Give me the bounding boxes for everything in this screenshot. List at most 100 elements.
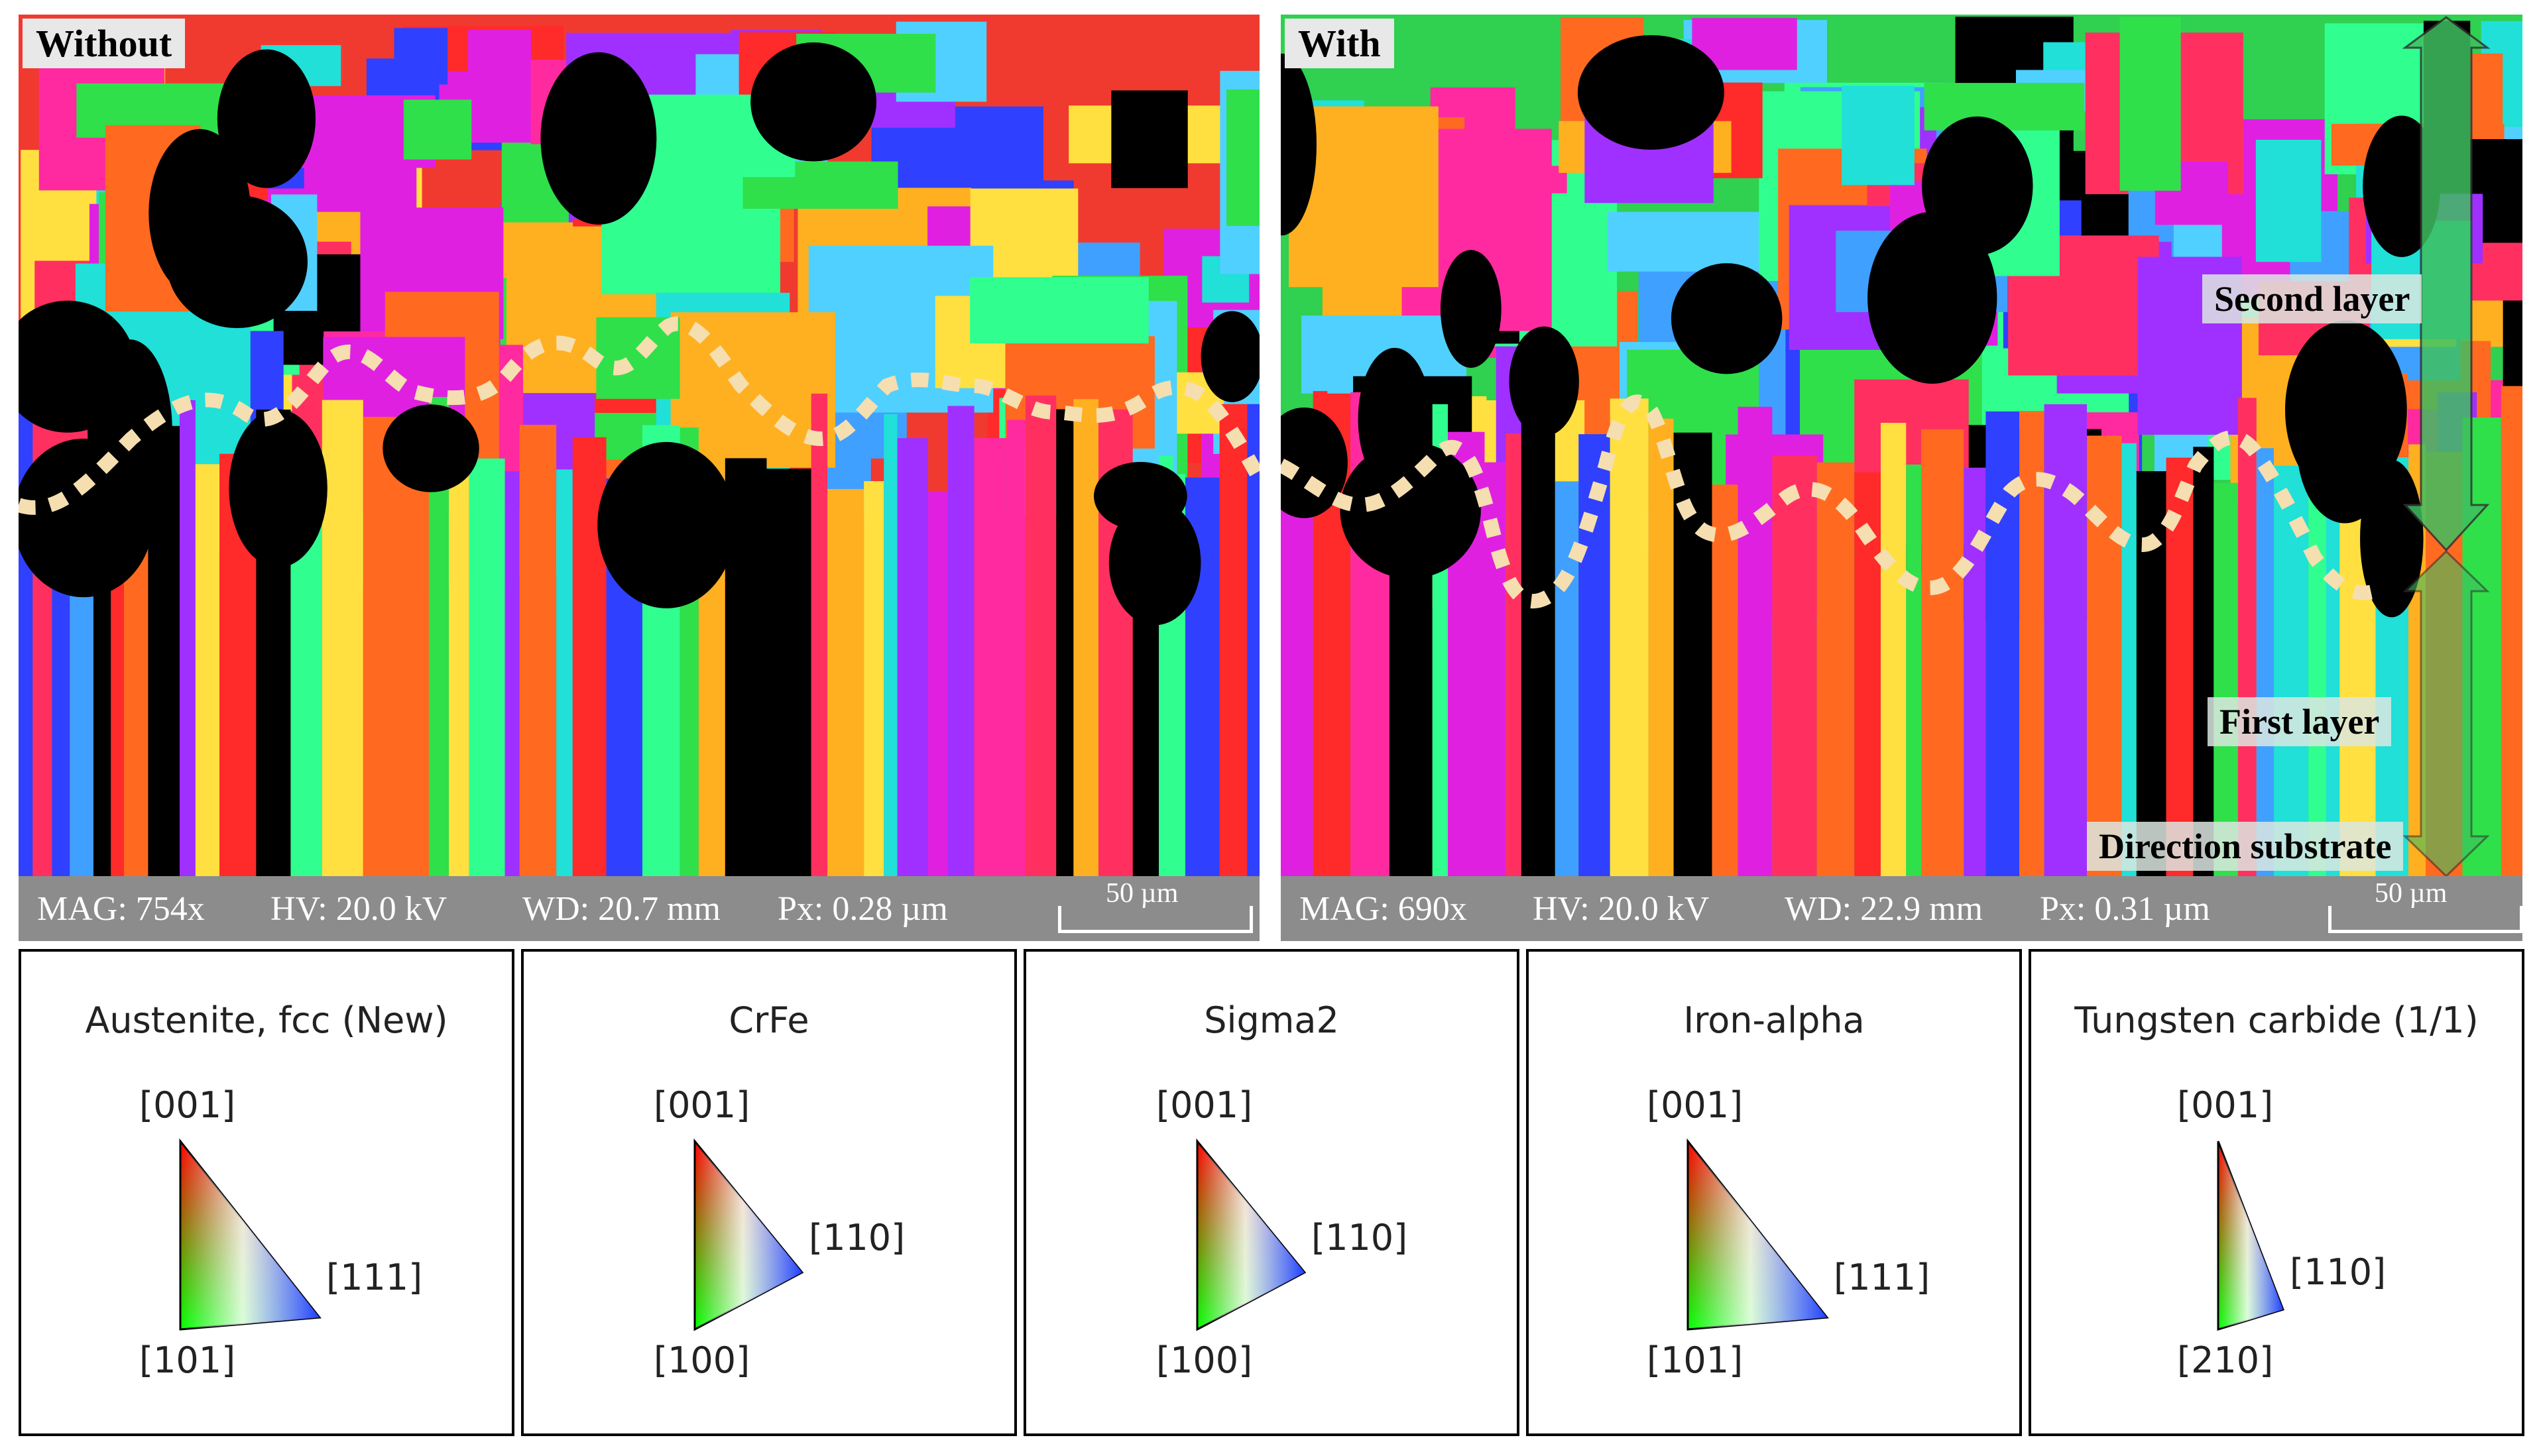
columnar-grain bbox=[1521, 390, 1555, 876]
scale-bar bbox=[1058, 906, 1253, 933]
columnar-grain bbox=[407, 471, 430, 876]
miller-index-right: [111] bbox=[326, 1257, 423, 1298]
with-tag: With bbox=[1285, 19, 1394, 68]
sem-info-bar-without: MAG: 754x HV: 20.0 kV WD: 20.7 mm Px: 0.… bbox=[19, 876, 1260, 941]
columnar-grain bbox=[1738, 406, 1773, 876]
ebsd-map-with bbox=[1281, 15, 2522, 878]
miller-index-bottom: [101] bbox=[1647, 1339, 1743, 1381]
unindexed-region bbox=[1093, 461, 1187, 531]
unindexed-region bbox=[597, 441, 736, 608]
ipf-legend-3: Sigma2 [001] [110] [100] bbox=[1024, 949, 1519, 1436]
columnar-grain bbox=[1219, 404, 1248, 876]
unindexed-region bbox=[1340, 442, 1481, 579]
columnar-grain bbox=[469, 458, 505, 876]
grain bbox=[403, 99, 472, 160]
columnar-grain bbox=[1506, 433, 1521, 876]
columnar-grain bbox=[2193, 447, 2214, 876]
columnar-grain bbox=[1772, 455, 1817, 876]
wd-readout: WD: 22.9 mm bbox=[1785, 889, 1983, 928]
miller-index-top: [001] bbox=[2177, 1084, 2274, 1126]
columnar-grain bbox=[766, 469, 811, 876]
columnar-grain bbox=[1673, 432, 1712, 876]
unindexed-region bbox=[1867, 211, 1997, 384]
columnar-grain bbox=[2501, 386, 2522, 876]
grain bbox=[1111, 90, 1188, 188]
px-readout: Px: 0.31 µm bbox=[2040, 889, 2210, 928]
grain bbox=[1607, 211, 1771, 272]
miller-index-top: [001] bbox=[654, 1084, 750, 1126]
miller-index-bottom: [101] bbox=[139, 1339, 236, 1381]
legend-title: Sigma2 bbox=[1204, 999, 1339, 1041]
grain bbox=[394, 28, 448, 85]
columnar-grain bbox=[2214, 482, 2238, 876]
scale-bar bbox=[2328, 906, 2522, 933]
columnar-grain bbox=[864, 481, 884, 876]
mag-readout: MAG: 754x bbox=[37, 889, 205, 928]
columnar-grain bbox=[811, 393, 828, 876]
unindexed-region bbox=[750, 42, 877, 162]
columnar-grain bbox=[1281, 456, 1313, 876]
miller-index-bottom: [100] bbox=[654, 1339, 750, 1381]
second-layer-label: Second layer bbox=[2202, 274, 2422, 323]
ipf-legend-5: Tungsten carbide (1/1) [001] [110] [210] bbox=[2029, 949, 2524, 1436]
columnar-grain bbox=[449, 448, 469, 876]
miller-index-top: [001] bbox=[139, 1084, 236, 1126]
unindexed-region bbox=[2360, 459, 2424, 618]
unindexed-region bbox=[229, 409, 327, 568]
grain bbox=[1924, 83, 2085, 131]
scale-label: 50 µm bbox=[2375, 878, 2448, 909]
ipf-legend-1: Austenite, fcc (New) [001] [111] [101] bbox=[19, 949, 514, 1436]
ipf-triangle bbox=[1686, 1138, 1829, 1331]
miller-index-right: [110] bbox=[2290, 1251, 2387, 1293]
columnar-grain bbox=[1921, 429, 1964, 876]
unindexed-region bbox=[1577, 35, 1724, 150]
ipf-legend-2: CrFe [001] [110] [100] bbox=[521, 949, 1017, 1436]
columnar-grain bbox=[195, 465, 220, 876]
unindexed-region bbox=[540, 52, 657, 225]
columnar-grain bbox=[1555, 481, 1579, 876]
ipf-triangle bbox=[179, 1138, 322, 1331]
miller-index-bottom: [100] bbox=[1156, 1339, 1253, 1381]
first-layer-label: First layer bbox=[2208, 697, 2392, 746]
columnar-grain bbox=[884, 414, 898, 876]
columnar-grain bbox=[1247, 404, 1260, 876]
ebsd-map-without bbox=[19, 15, 1260, 876]
ipf-triangle bbox=[2217, 1141, 2284, 1331]
columnar-grain bbox=[1712, 484, 1738, 876]
unindexed-region bbox=[2284, 320, 2407, 500]
columnar-grain bbox=[827, 488, 864, 876]
micrograph-with: With Second layer First layer Direction … bbox=[1281, 15, 2522, 941]
legend-title: Austenite, fcc (New) bbox=[85, 999, 448, 1041]
columnar-grain bbox=[1610, 398, 1649, 876]
columnar-grain bbox=[1025, 395, 1057, 876]
unindexed-region bbox=[166, 195, 308, 329]
unindexed-region bbox=[1281, 407, 1348, 518]
grain bbox=[2119, 17, 2181, 191]
columnar-grain bbox=[1906, 464, 1922, 876]
columnar-grain bbox=[2121, 443, 2137, 876]
direction-substrate-label: Direction substrate bbox=[2087, 822, 2404, 871]
miller-index-top: [001] bbox=[1647, 1084, 1743, 1126]
columnar-grain bbox=[1964, 467, 1986, 876]
unindexed-region bbox=[1201, 311, 1260, 402]
wd-readout: WD: 20.7 mm bbox=[522, 889, 721, 928]
hv-readout: HV: 20.0 kV bbox=[270, 889, 447, 928]
grain bbox=[1842, 85, 1915, 186]
columnar-grain bbox=[2136, 471, 2166, 876]
miller-index-right: [111] bbox=[1834, 1257, 1930, 1298]
micrograph-without: Without MAG: 754x HV: 20.0 kV WD: 20.7 m… bbox=[19, 15, 1260, 941]
hv-readout: HV: 20.0 kV bbox=[1533, 889, 1710, 928]
grain bbox=[970, 277, 1149, 344]
columnar-grain bbox=[1648, 418, 1674, 876]
unindexed-region bbox=[1281, 53, 1317, 236]
grain bbox=[467, 30, 532, 84]
legend-title: Tungsten carbide (1/1) bbox=[2074, 999, 2479, 1041]
sem-info-bar-with: MAG: 690x HV: 20.0 kV WD: 22.9 mm Px: 0.… bbox=[1281, 876, 2522, 941]
columnar-grain bbox=[556, 469, 573, 876]
columnar-grain bbox=[1880, 423, 1907, 876]
px-readout: Px: 0.28 µm bbox=[778, 889, 948, 928]
ipf-legend-4: Iron-alpha [001] [111] [101] bbox=[1526, 949, 2022, 1436]
columnar-grain bbox=[504, 471, 520, 876]
columnar-grain bbox=[363, 417, 408, 876]
columnar-grain bbox=[2326, 474, 2340, 876]
